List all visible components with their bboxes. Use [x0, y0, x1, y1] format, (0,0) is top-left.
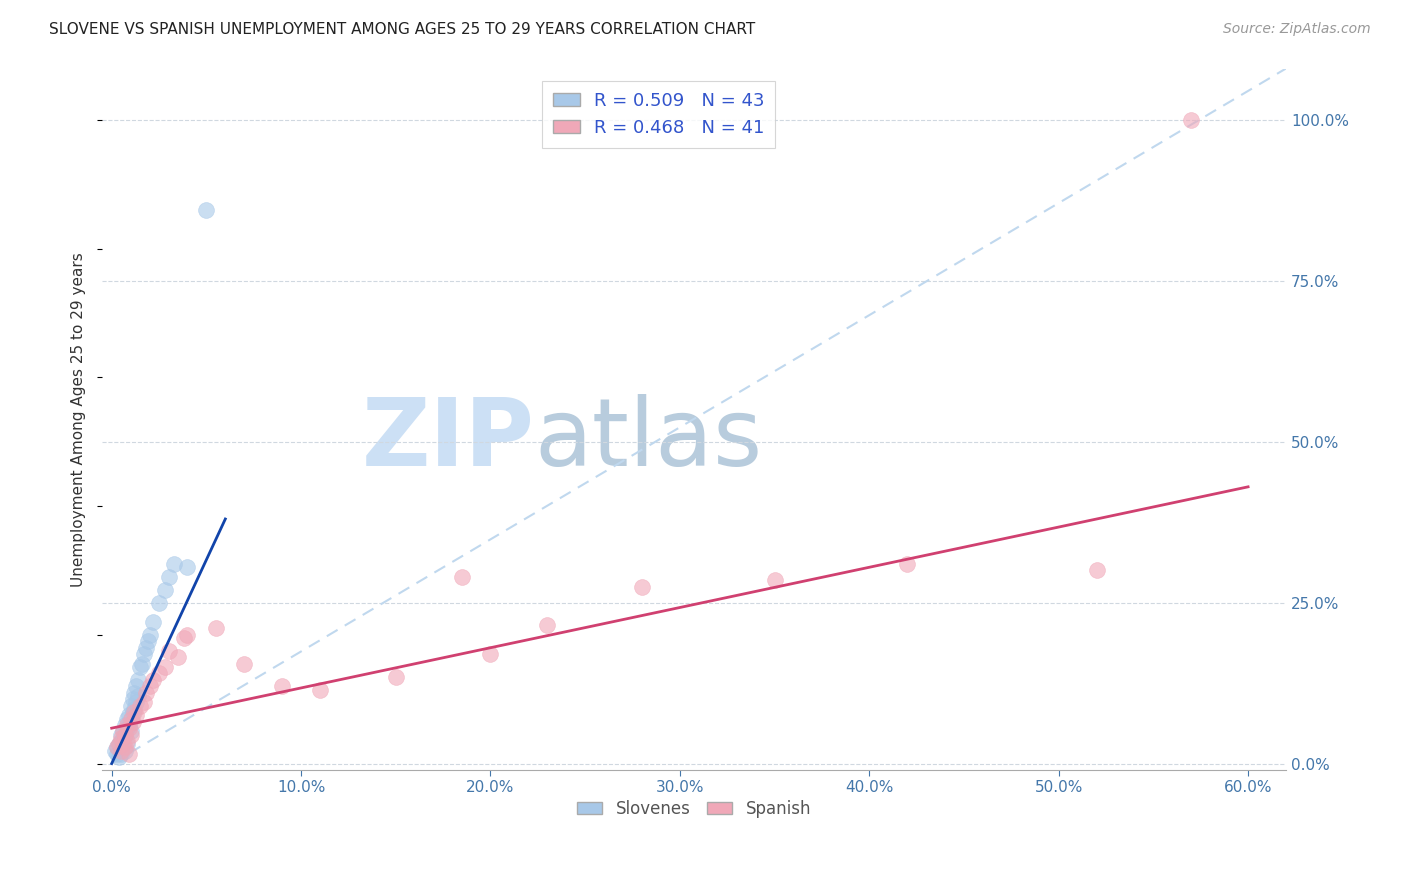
Point — [115, 734, 138, 748]
Point — [157, 644, 180, 658]
Text: ZIP: ZIP — [361, 394, 534, 486]
Point — [135, 640, 157, 655]
Point — [127, 673, 149, 687]
Point — [105, 740, 128, 755]
Point — [205, 622, 228, 636]
Point — [138, 679, 160, 693]
Point — [142, 673, 165, 687]
Point — [309, 682, 332, 697]
Point — [115, 737, 138, 751]
Y-axis label: Unemployment Among Ages 25 to 29 years: Unemployment Among Ages 25 to 29 years — [72, 252, 86, 587]
Point — [1180, 113, 1202, 128]
Point — [132, 647, 155, 661]
Point — [163, 557, 186, 571]
Point — [118, 747, 141, 761]
Point — [110, 744, 132, 758]
Point — [153, 582, 176, 597]
Point — [110, 747, 132, 761]
Point — [136, 634, 159, 648]
Point — [129, 660, 152, 674]
Point — [114, 718, 136, 732]
Point — [110, 728, 132, 742]
Point — [125, 695, 148, 709]
Point — [451, 570, 474, 584]
Point — [124, 686, 146, 700]
Point — [121, 705, 143, 719]
Point — [112, 740, 135, 755]
Point — [110, 734, 132, 748]
Point — [132, 695, 155, 709]
Point — [112, 731, 135, 745]
Point — [125, 708, 148, 723]
Point — [120, 698, 142, 713]
Point — [110, 731, 132, 745]
Point — [112, 737, 135, 751]
Point — [176, 628, 198, 642]
Point — [153, 660, 176, 674]
Text: SLOVENE VS SPANISH UNEMPLOYMENT AMONG AGES 25 TO 29 YEARS CORRELATION CHART: SLOVENE VS SPANISH UNEMPLOYMENT AMONG AG… — [49, 22, 755, 37]
Point — [148, 596, 170, 610]
Point — [124, 702, 146, 716]
Point — [384, 670, 406, 684]
Point — [148, 666, 170, 681]
Point — [120, 728, 142, 742]
Point — [121, 714, 143, 729]
Point — [118, 708, 141, 723]
Point — [157, 570, 180, 584]
Text: atlas: atlas — [534, 394, 762, 486]
Point — [120, 724, 142, 739]
Point — [118, 721, 141, 735]
Point — [114, 740, 136, 755]
Point — [131, 657, 153, 671]
Point — [1085, 564, 1108, 578]
Point — [105, 747, 128, 761]
Point — [271, 679, 294, 693]
Point — [108, 750, 131, 764]
Point — [118, 718, 141, 732]
Point — [120, 712, 142, 726]
Text: Source: ZipAtlas.com: Source: ZipAtlas.com — [1223, 22, 1371, 37]
Point — [121, 692, 143, 706]
Point — [112, 724, 135, 739]
Point — [631, 580, 654, 594]
Point — [115, 712, 138, 726]
Point — [104, 744, 127, 758]
Point — [135, 686, 157, 700]
Point — [114, 728, 136, 742]
Point — [167, 650, 190, 665]
Legend: Slovenes, Spanish: Slovenes, Spanish — [571, 794, 818, 825]
Point — [112, 724, 135, 739]
Point — [142, 615, 165, 629]
Point — [129, 698, 152, 713]
Point — [124, 705, 146, 719]
Point — [763, 573, 786, 587]
Point — [114, 728, 136, 742]
Point — [896, 557, 918, 571]
Point — [125, 679, 148, 693]
Point — [138, 628, 160, 642]
Point — [120, 712, 142, 726]
Point — [115, 718, 138, 732]
Point — [233, 657, 256, 671]
Point — [176, 560, 198, 574]
Point — [173, 631, 195, 645]
Point — [108, 737, 131, 751]
Point — [536, 618, 558, 632]
Point — [127, 689, 149, 703]
Point — [105, 740, 128, 755]
Point — [114, 744, 136, 758]
Point — [115, 721, 138, 735]
Point — [108, 737, 131, 751]
Point — [479, 647, 502, 661]
Point — [195, 203, 218, 218]
